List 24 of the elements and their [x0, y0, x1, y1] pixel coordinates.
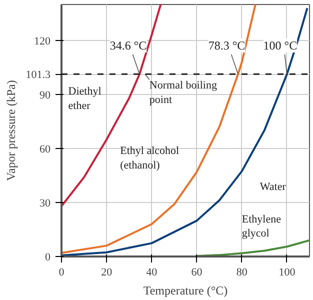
x-tick-label: 20	[101, 266, 113, 278]
x-axis-title: Temperature (°C)	[143, 284, 228, 298]
annotation: Normal boiling point	[149, 80, 218, 106]
y-tick-label: 60	[40, 144, 51, 156]
x-tick-label: 100	[278, 266, 296, 278]
x-tick-label: 60	[191, 266, 203, 278]
y-tick-label: 0	[45, 252, 51, 264]
y-tick-label: 90	[40, 90, 51, 102]
y-tick-label: 30	[40, 198, 51, 210]
x-tick-label: 0	[58, 266, 65, 278]
line-series	[62, 7, 308, 256]
series-label: Water	[260, 180, 286, 193]
x-tick-label: 40	[146, 266, 158, 278]
series-label: Ethylene glycol	[242, 213, 282, 240]
line-series	[196, 239, 310, 256]
y-tick-label: 120	[34, 36, 51, 48]
annotation: 34.6 °C	[110, 38, 147, 53]
x-tick-label: 80	[236, 266, 248, 278]
series-label: Ethyl alcohol (ethanol)	[120, 144, 180, 172]
y-axis-title: Vapor pressure (kPa)	[4, 80, 18, 181]
annotation: 100 °C	[263, 38, 298, 53]
annotation: 78.3 °C	[208, 38, 246, 53]
series-label: Diethyl ether	[68, 86, 102, 112]
y-tick-label: 101.3	[26, 69, 51, 82]
